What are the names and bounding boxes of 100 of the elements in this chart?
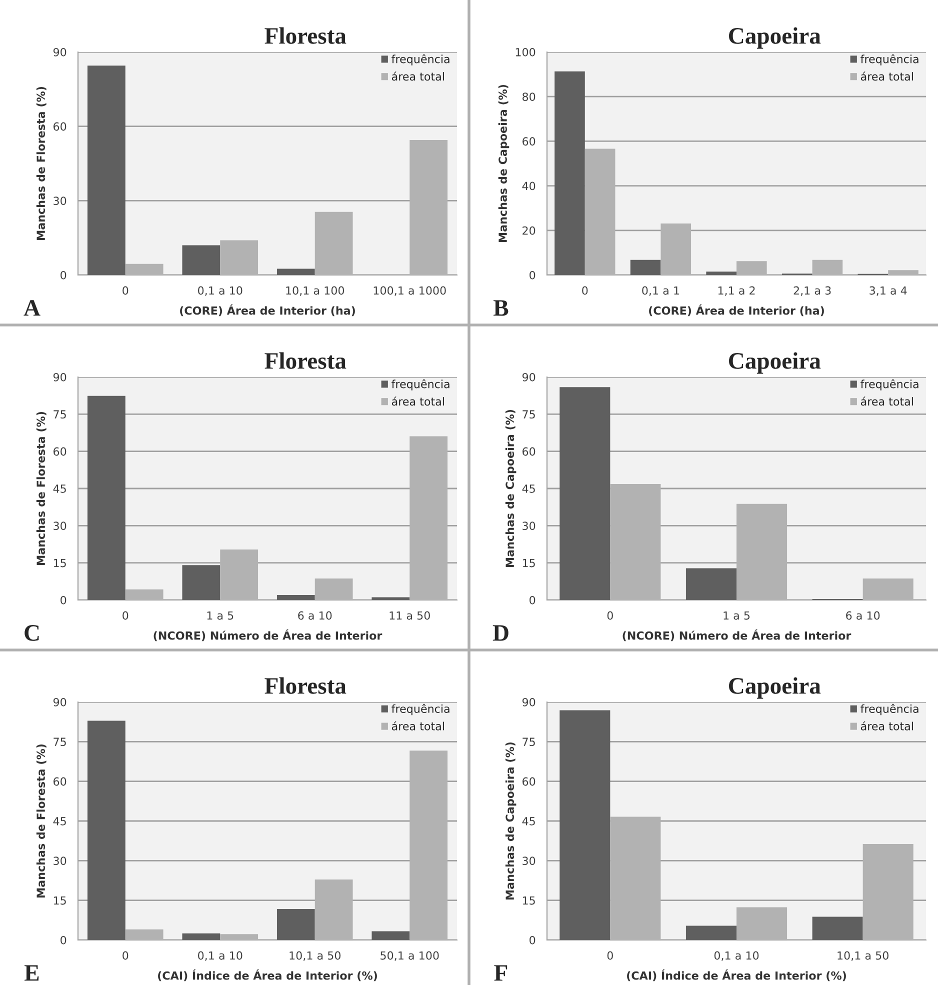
y-tick-label: 30: [54, 856, 66, 866]
legend-label: área total: [860, 72, 913, 81]
bar: [686, 568, 736, 600]
x-tick-label: 1 a 5: [724, 611, 750, 620]
y-tick-label: 100: [516, 48, 536, 56]
y-axis-title: Manchas de Floresta (%): [36, 86, 46, 240]
y-tick-label: 0: [530, 936, 536, 944]
y-tick-label: 45: [53, 817, 66, 826]
x-tick-label: 10,1 a 100: [286, 286, 344, 296]
y-tick-label: 60: [54, 777, 66, 786]
chart-title: Capoeira: [728, 677, 821, 699]
legend-label: frequência: [392, 379, 450, 390]
y-tick-label: 75: [522, 738, 535, 746]
y-tick-label: 60: [54, 122, 66, 131]
bar: [554, 71, 585, 275]
bar: [560, 710, 610, 940]
y-tick-label: 60: [522, 447, 536, 456]
x-tick-label: 0: [582, 286, 588, 295]
x-axis-title: (NCORE) Número de Área de Interior: [622, 629, 852, 642]
x-tick-label: 0,1 a 10: [198, 951, 242, 961]
y-tick-label: 0: [60, 936, 66, 944]
bar: [125, 589, 164, 600]
text: C: [24, 625, 39, 641]
x-tick-label: 10,1 a 50: [838, 951, 888, 961]
y-tick-label: 90: [53, 372, 66, 382]
y-tick-label: 0: [530, 270, 536, 280]
bar: [736, 504, 788, 600]
y-tick-label: 45: [522, 817, 535, 826]
y-tick-label: 0: [60, 596, 66, 604]
bar: [314, 578, 353, 600]
y-tick-label: 40: [522, 182, 536, 190]
y-tick-label: 45: [53, 484, 66, 493]
bar: [372, 931, 410, 940]
bar: [706, 272, 736, 275]
y-tick-label: 90: [53, 698, 66, 706]
bar: [410, 436, 448, 600]
chart-title: Capoeira: [728, 352, 821, 374]
x-axis-title: (CAI) Índice de Área de Interior (%): [627, 969, 846, 982]
y-tick-label: 15: [54, 896, 66, 905]
x-tick-label: 1,1 a 2: [718, 286, 755, 296]
chart-title: Capoeira: [728, 27, 821, 49]
y-tick-label: 20: [522, 226, 536, 235]
bar: [812, 916, 863, 940]
bar: [410, 140, 448, 275]
x-tick-label: 0: [122, 611, 128, 620]
y-tick-label: 15: [522, 558, 535, 568]
legend-label: frequência: [392, 704, 450, 716]
x-tick-label: 0: [122, 951, 128, 960]
legend-label: frequência: [392, 54, 450, 66]
legend-label: frequência: [860, 54, 918, 66]
text: D: [492, 625, 508, 641]
chart-title: Floresta: [264, 677, 346, 694]
legend-label: área total: [392, 72, 444, 81]
y-tick-label: 30: [522, 856, 536, 866]
x-axis-title: (NCORE) Número de Área de Interior: [154, 629, 382, 642]
x-tick-label: 0: [122, 286, 128, 295]
text: A: [24, 300, 40, 316]
bar: [812, 260, 843, 275]
bar: [686, 926, 736, 940]
bar: [660, 223, 692, 275]
y-tick-label: 45: [522, 484, 535, 493]
bar: [372, 597, 410, 600]
bar: [736, 261, 767, 275]
bar: [610, 484, 661, 600]
legend-label: área total: [392, 721, 444, 730]
x-tick-label: 2,1 a 3: [794, 286, 831, 296]
y-axis-title: Manchas de Capoeira (%): [498, 84, 510, 242]
x-tick-label: 0,1 a 1: [642, 286, 679, 296]
legend-label: área total: [860, 396, 913, 406]
chart-title: Floresta: [264, 352, 346, 369]
y-tick-label: 0: [60, 270, 66, 280]
y-tick-label: 30: [54, 522, 66, 530]
bar: [125, 264, 164, 275]
bar: [610, 816, 661, 940]
y-axis-title: Manchas de Floresta (%): [36, 412, 46, 565]
x-tick-label: 1 a 5: [207, 611, 234, 620]
y-axis-title: Manchas de Capoeira (%): [505, 742, 516, 900]
x-tick-label: 0,1 a 10: [198, 286, 242, 296]
text: B: [494, 300, 508, 316]
y-tick-label: 60: [522, 137, 536, 146]
y-axis-title: Manchas de Capoeira (%): [505, 410, 516, 567]
bar: [276, 268, 315, 275]
bar: [125, 929, 164, 940]
y-tick-label: 90: [522, 372, 536, 382]
y-tick-label: 75: [54, 738, 66, 746]
bar: [220, 549, 258, 600]
x-tick-label: 6 a 10: [846, 611, 880, 620]
x-axis-title: (CAI) Índice de Área de Interior (%): [158, 969, 377, 982]
text: F: [494, 965, 508, 981]
bar: [87, 396, 126, 600]
legend-label: área total: [860, 721, 913, 730]
y-tick-label: 80: [522, 92, 536, 101]
x-tick-label: 0: [607, 611, 613, 620]
bar: [410, 750, 448, 940]
bar: [276, 595, 315, 600]
bar: [87, 66, 126, 275]
y-tick-label: 0: [530, 596, 536, 604]
x-axis-title: (CORE) Área de Interior (ha): [180, 304, 355, 316]
x-tick-label: 50,1 a 100: [380, 951, 439, 961]
bar: [182, 565, 220, 600]
